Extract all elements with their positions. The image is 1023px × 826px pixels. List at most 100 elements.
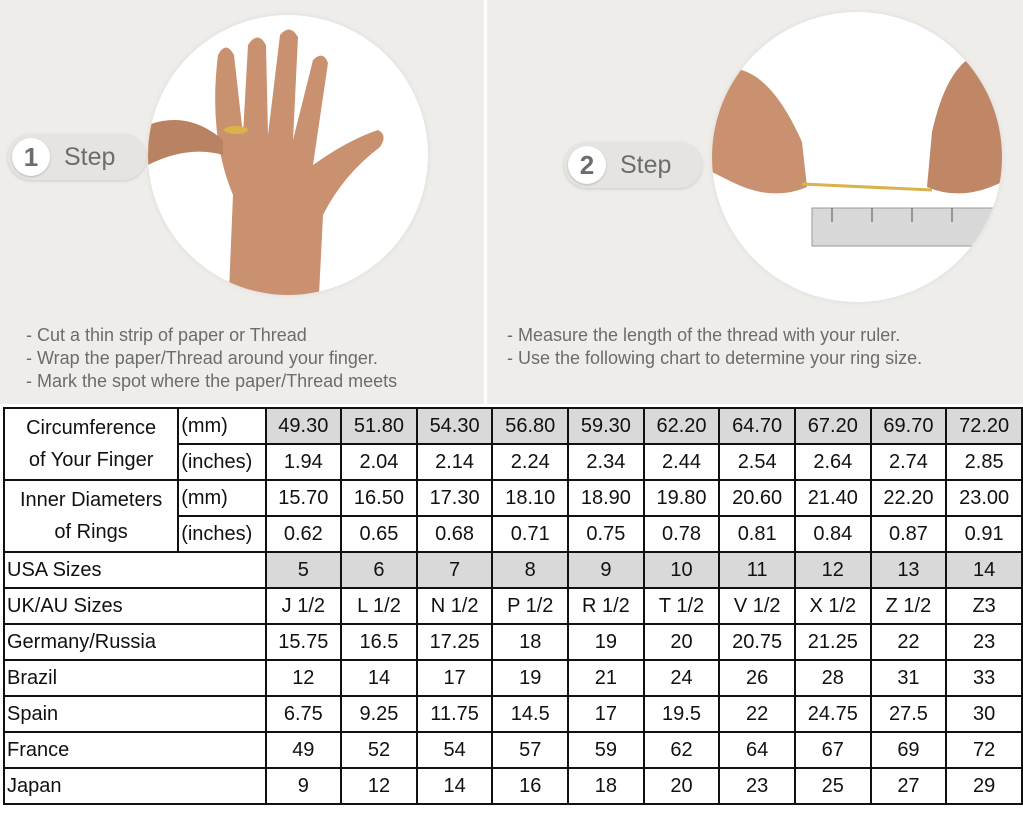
row-label: Spain bbox=[3, 695, 267, 733]
table-cell: 2.74 bbox=[869, 443, 948, 481]
table-row: Brazil 12 14 17 19 21 24 26 28 31 33 bbox=[3, 659, 1023, 697]
table-cell: Z 1/2 bbox=[869, 587, 948, 625]
hand-photo bbox=[148, 15, 428, 295]
table-cell: 62 bbox=[642, 731, 721, 769]
table-cell: 23.00 bbox=[945, 479, 1023, 517]
table-row: France 49 52 54 57 59 62 64 67 69 72 bbox=[3, 731, 1023, 769]
table-cell: 13 bbox=[869, 551, 948, 589]
step-number: 2 bbox=[568, 146, 606, 184]
table-cell: 64 bbox=[718, 731, 796, 769]
table-cell: 0.78 bbox=[642, 515, 721, 553]
table-cell: 0.71 bbox=[491, 515, 570, 553]
table-cell: 14 bbox=[945, 551, 1023, 589]
table-cell: 14.5 bbox=[491, 695, 570, 733]
table-cell: 12 bbox=[793, 551, 872, 589]
table-cell: 23 bbox=[718, 767, 796, 805]
table-row: (inches) 0.62 0.65 0.68 0.71 0.75 0.78 0.81 0.84… bbox=[4, 515, 1023, 553]
step2-badge: 2 Step bbox=[564, 142, 702, 188]
table-cell: 14 bbox=[340, 659, 418, 697]
table-cell: 69.70 bbox=[869, 407, 948, 445]
table-cell: 59 bbox=[567, 731, 645, 769]
table-cell: 33 bbox=[945, 659, 1023, 697]
table-cell: X 1/2 bbox=[793, 587, 872, 625]
table-cell: 18.90 bbox=[567, 479, 645, 517]
step-label: Step bbox=[64, 142, 116, 171]
ruler-photo bbox=[712, 12, 1002, 302]
row-label: Japan bbox=[3, 767, 267, 805]
row-label: UK/AU Sizes bbox=[3, 587, 267, 625]
table-cell: 5 bbox=[264, 551, 343, 589]
unit-label: (inches) bbox=[177, 515, 267, 553]
table-cell: 64.70 bbox=[718, 407, 796, 445]
instruction: - Cut a thin strip of paper or Thread bbox=[26, 325, 307, 345]
table-cell: N 1/2 bbox=[415, 587, 494, 625]
step1-badge: 1 Step bbox=[8, 134, 146, 180]
step-label: Step bbox=[620, 150, 672, 179]
row-label: Brazil bbox=[3, 659, 267, 697]
unit-label: (mm) bbox=[177, 479, 267, 517]
table-cell: 2.44 bbox=[642, 443, 721, 481]
table-cell: 0.65 bbox=[340, 515, 418, 553]
row-label: USA Sizes bbox=[3, 551, 267, 589]
table-cell: 12 bbox=[340, 767, 418, 805]
table-row: Spain 6.75 9.25 11.75 14.5 17 19.5 22 24.75 27.5 3… bbox=[3, 695, 1023, 733]
table-cell: 29 bbox=[945, 767, 1023, 805]
instruction: - Mark the spot where the paper/Thread m… bbox=[26, 371, 398, 391]
table-cell: 28 bbox=[793, 659, 872, 697]
row-label: France bbox=[3, 731, 267, 769]
table-cell: 30 bbox=[945, 695, 1023, 733]
table-cell: 18 bbox=[491, 623, 570, 661]
table-cell: 0.75 bbox=[567, 515, 645, 553]
table-cell: 19.5 bbox=[642, 695, 721, 733]
table-cell: 22 bbox=[869, 623, 948, 661]
table-cell: 2.24 bbox=[491, 443, 570, 481]
table-cell: 16 bbox=[491, 767, 570, 805]
table-cell: 12 bbox=[264, 659, 343, 697]
table-cell: 1.94 bbox=[264, 443, 343, 481]
table-cell: 31 bbox=[869, 659, 948, 697]
step2-panel: 2 Step - Measure the length of the threa… bbox=[487, 0, 1023, 404]
table-cell: Z3 bbox=[945, 587, 1023, 625]
table-cell: 8 bbox=[491, 551, 570, 589]
table-cell: 17.25 bbox=[415, 623, 494, 661]
table-cell: 0.87 bbox=[869, 515, 948, 553]
table-cell: 9.25 bbox=[340, 695, 418, 733]
table-cell: 21 bbox=[567, 659, 645, 697]
table-cell: 57 bbox=[491, 731, 570, 769]
table-cell: 22.20 bbox=[869, 479, 948, 517]
table-cell: 56.80 bbox=[491, 407, 570, 445]
table-cell: 67.20 bbox=[793, 407, 872, 445]
table-cell: 0.68 bbox=[415, 515, 494, 553]
table-cell: 62.20 bbox=[642, 407, 721, 445]
table-cell: R 1/2 bbox=[567, 587, 645, 625]
table-cell: 17 bbox=[415, 659, 494, 697]
instruction: - Wrap the paper/Thread around your fing… bbox=[26, 348, 378, 368]
table-cell: 2.54 bbox=[718, 443, 796, 481]
table-cell: 17 bbox=[567, 695, 645, 733]
table-row: UK/AU Sizes J 1/2 L 1/2 N 1/2 P 1/2 R 1/2 T 1/… bbox=[3, 587, 1023, 625]
table-cell: 20 bbox=[642, 623, 721, 661]
table-cell: 2.64 bbox=[793, 443, 872, 481]
table-cell: 20 bbox=[642, 767, 721, 805]
table-cell: 69 bbox=[869, 731, 948, 769]
table-cell: 9 bbox=[567, 551, 645, 589]
table-cell: 49 bbox=[264, 731, 343, 769]
step1-instructions: - Cut a thin strip of paper or Thread - … bbox=[26, 324, 397, 393]
unit-label: (inches) bbox=[177, 443, 267, 481]
table-cell: 11.75 bbox=[415, 695, 494, 733]
step2-instructions: - Measure the length of the thread with … bbox=[507, 324, 922, 370]
table-cell: 72 bbox=[945, 731, 1023, 769]
table-row: Japan 9 12 14 16 18 20 23 25 27 29 bbox=[3, 767, 1023, 805]
table-cell: 27.5 bbox=[869, 695, 948, 733]
table-cell: 16.50 bbox=[340, 479, 418, 517]
table-cell: 21.40 bbox=[793, 479, 872, 517]
table-cell: 6.75 bbox=[264, 695, 343, 733]
table-cell: 54.30 bbox=[415, 407, 494, 445]
table-cell: 10 bbox=[642, 551, 721, 589]
table-cell: 6 bbox=[340, 551, 418, 589]
ring-size-table: Circumference of Your Finger (mm) 49.30 51.8… bbox=[2, 407, 1023, 805]
step1-panel: 1 Step - Cut a thin strip of paper or Th… bbox=[0, 0, 484, 404]
table-cell: 49.30 bbox=[264, 407, 343, 445]
hand-measuring-finger-icon bbox=[148, 29, 384, 295]
table-cell: 2.85 bbox=[945, 443, 1023, 481]
